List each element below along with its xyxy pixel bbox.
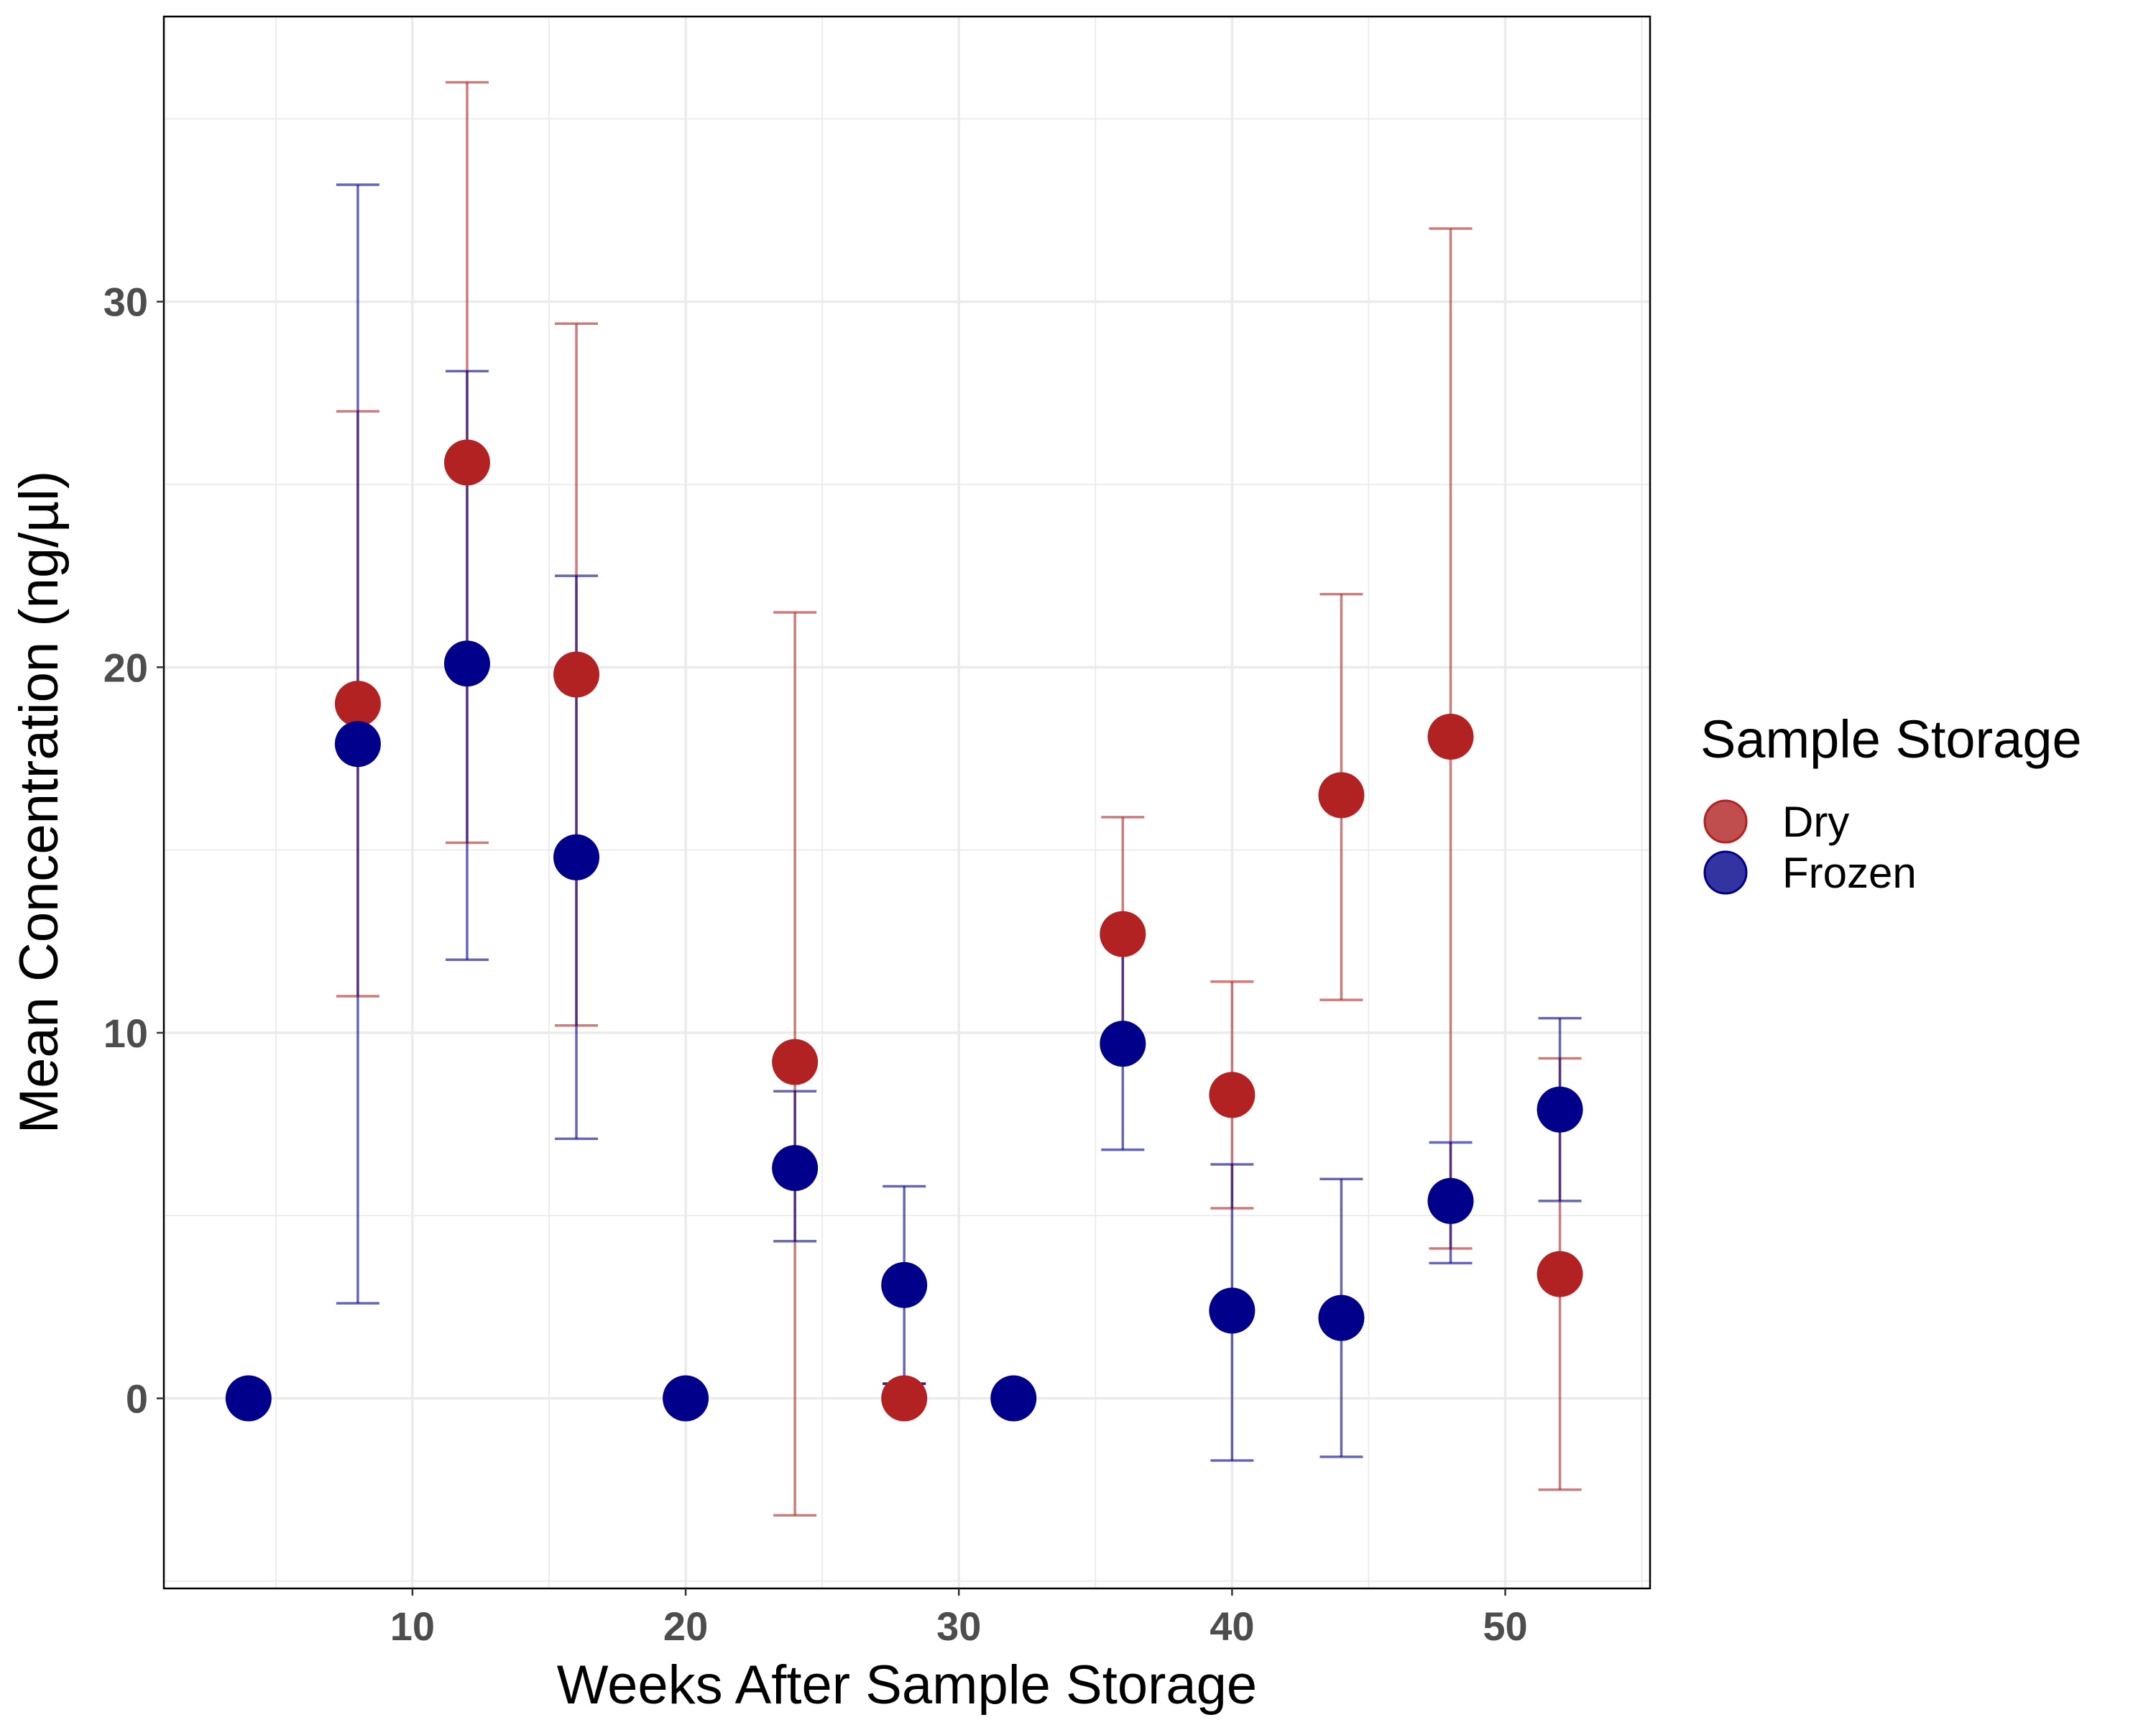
data-point-frozen: [553, 834, 600, 880]
x-tick-label: 20: [663, 1604, 708, 1649]
data-point-dry: [334, 681, 381, 727]
data-point-dry: [553, 651, 600, 698]
legend-key-dry: [1703, 799, 1748, 844]
data-point-frozen: [990, 1375, 1037, 1422]
x-axis-ticks: 10 20 30 40 50: [390, 1588, 1528, 1649]
data-point-frozen: [443, 640, 490, 687]
x-tick-label: 40: [1210, 1604, 1254, 1649]
legend-label-frozen: Frozen: [1782, 849, 1917, 897]
data-point-frozen: [1427, 1177, 1474, 1224]
data-point-frozen: [1209, 1287, 1256, 1334]
y-tick-label: 20: [103, 645, 148, 690]
y-axis-title: Mean Concentration (ng/µl): [9, 471, 70, 1133]
plot-panel-border: [162, 15, 1651, 1590]
data-point-frozen: [881, 1261, 928, 1308]
data-point-frozen: [334, 721, 381, 768]
data-point-dry: [881, 1375, 928, 1422]
y-tick-label: 0: [126, 1376, 148, 1422]
data-point-dry: [1100, 911, 1146, 957]
data-point-frozen: [1318, 1294, 1365, 1341]
data-point-dry: [1209, 1072, 1256, 1118]
data-point-dry: [1318, 772, 1365, 819]
data-point-dry: [443, 439, 490, 486]
data-point-frozen: [772, 1145, 819, 1192]
grid-lines: [164, 17, 1650, 1588]
data-point-dry: [1427, 713, 1474, 760]
data-point-frozen: [225, 1375, 272, 1422]
legend-label-dry: Dry: [1782, 798, 1849, 846]
data-point-frozen: [1537, 1086, 1583, 1133]
data-point-frozen: [1100, 1021, 1146, 1067]
data-points: [225, 439, 1583, 1422]
x-axis-title: Weeks After Sample Storage: [557, 1655, 1257, 1716]
data-point-dry: [1537, 1251, 1583, 1297]
data-point-dry: [772, 1039, 819, 1085]
legend-title: Sample Storage: [1700, 709, 2082, 769]
data-point-frozen: [663, 1375, 709, 1422]
legend-key-frozen: [1703, 850, 1748, 895]
y-axis-ticks: 0 10 20 30: [103, 280, 164, 1422]
y-tick-label: 30: [103, 280, 148, 325]
x-tick-label: 50: [1483, 1604, 1527, 1649]
x-tick-label: 30: [936, 1604, 981, 1649]
y-tick-label: 10: [103, 1011, 148, 1056]
x-tick-label: 10: [390, 1604, 435, 1649]
